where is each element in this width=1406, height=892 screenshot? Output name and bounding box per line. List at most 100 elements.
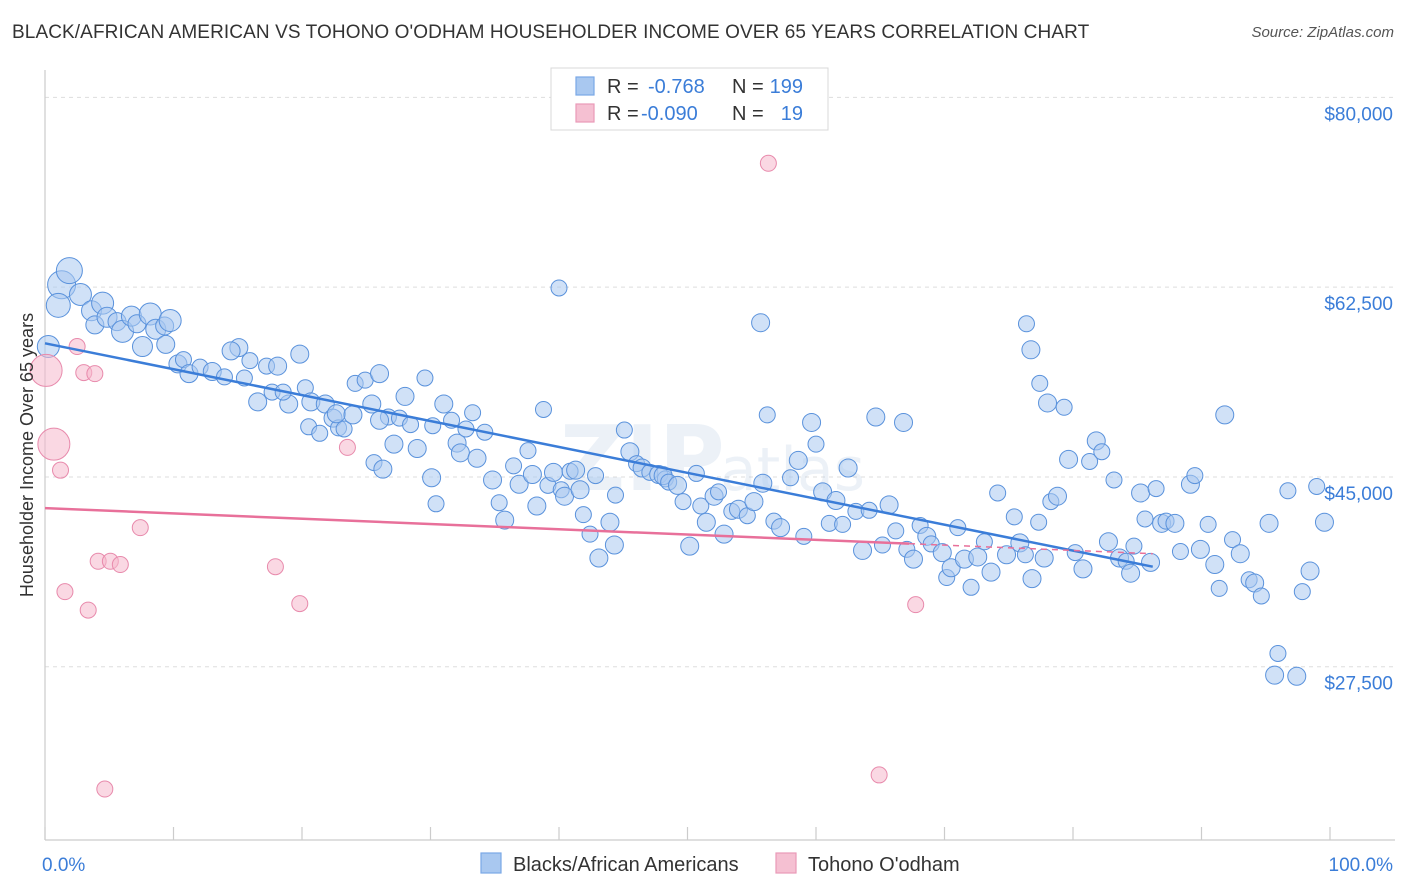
trend-line-tohono bbox=[44, 506, 910, 545]
point-blacks-59 bbox=[395, 386, 415, 406]
point-blacks-111 bbox=[714, 524, 734, 544]
chart-title: BLACK/AFRICAN AMERICAN VS TOHONO O'ODHAM… bbox=[12, 22, 1090, 43]
y-tick-label-3: $27,500 bbox=[1324, 674, 1393, 695]
point-blacks-137 bbox=[894, 412, 914, 432]
legend-r-label-2: R = bbox=[607, 103, 639, 125]
point-blacks-121 bbox=[788, 450, 808, 470]
point-blacks-205 bbox=[1287, 666, 1307, 686]
bottom-legend-swatch-blue bbox=[480, 852, 502, 874]
point-blacks-200 bbox=[1252, 587, 1270, 605]
point-blacks-107 bbox=[696, 512, 716, 532]
point-blacks-93 bbox=[604, 535, 624, 555]
y-tick-label-2: $45,000 bbox=[1324, 484, 1393, 505]
point-blacks-190 bbox=[1186, 467, 1204, 485]
point-blacks-44 bbox=[335, 420, 353, 438]
point-tohono-7 bbox=[86, 365, 104, 383]
point-tohono-16 bbox=[759, 154, 777, 172]
point-blacks-75 bbox=[509, 474, 529, 494]
point-blacks-72 bbox=[490, 494, 508, 512]
point-blacks-139 bbox=[903, 549, 923, 569]
point-blacks-4 bbox=[68, 282, 92, 306]
legend-n-value-2: 19 bbox=[781, 103, 803, 125]
point-blacks-176 bbox=[1136, 510, 1154, 528]
point-blacks-68 bbox=[464, 404, 482, 422]
point-blacks-184 bbox=[1147, 480, 1165, 498]
bottom-legend: Blacks/African Americans Tohono O'odham bbox=[480, 852, 960, 876]
point-blacks-55 bbox=[384, 434, 404, 454]
point-blacks-108 bbox=[692, 497, 710, 515]
point-tohono-2 bbox=[52, 461, 70, 479]
point-blacks-178 bbox=[1017, 315, 1035, 333]
point-blacks-87 bbox=[570, 480, 590, 500]
point-blacks-143 bbox=[932, 543, 952, 563]
point-blacks-17 bbox=[131, 336, 153, 358]
point-blacks-203 bbox=[1265, 665, 1285, 685]
point-blacks-91 bbox=[600, 512, 620, 532]
trend-line-tohono-extension bbox=[909, 542, 1153, 555]
point-blacks-29 bbox=[248, 392, 268, 412]
point-blacks-67 bbox=[450, 443, 470, 463]
point-blacks-16 bbox=[158, 309, 182, 333]
point-blacks-45 bbox=[343, 405, 363, 425]
point-tohono-11 bbox=[111, 556, 129, 574]
point-blacks-49 bbox=[370, 364, 390, 384]
trend-line-blacks bbox=[44, 342, 1154, 568]
point-blacks-110 bbox=[710, 483, 728, 501]
series-tohono-points bbox=[29, 154, 925, 798]
point-blacks-89 bbox=[589, 548, 609, 568]
point-blacks-79 bbox=[527, 496, 547, 516]
trend-lines bbox=[44, 342, 1154, 568]
point-blacks-158 bbox=[1030, 513, 1048, 531]
point-blacks-78 bbox=[534, 400, 552, 418]
point-tohono-17 bbox=[870, 766, 888, 784]
point-blacks-157 bbox=[1022, 569, 1042, 589]
point-blacks-194 bbox=[1210, 579, 1228, 597]
point-blacks-202 bbox=[1269, 644, 1287, 662]
point-blacks-165 bbox=[1073, 559, 1093, 579]
source-label: Source: ZipAtlas.com bbox=[1251, 24, 1394, 41]
point-blacks-169 bbox=[1098, 532, 1118, 552]
point-blacks-170 bbox=[1105, 471, 1123, 489]
legend-box: R = -0.768 N = 199 R = -0.090 N = 19 bbox=[550, 67, 829, 131]
point-blacks-208 bbox=[1308, 477, 1326, 495]
point-blacks-206 bbox=[1293, 583, 1311, 601]
point-blacks-104 bbox=[674, 493, 692, 511]
point-blacks-94 bbox=[615, 421, 633, 439]
point-blacks-53 bbox=[370, 410, 390, 430]
point-blacks-191 bbox=[1190, 539, 1210, 559]
point-tohono-18 bbox=[907, 596, 925, 614]
point-blacks-159 bbox=[1034, 548, 1054, 568]
bottom-legend-label-blue: Blacks/African Americans bbox=[513, 854, 739, 876]
point-blacks-51 bbox=[373, 459, 393, 479]
point-blacks-154 bbox=[1005, 508, 1023, 526]
point-blacks-197 bbox=[1230, 544, 1250, 564]
point-blacks-88 bbox=[581, 525, 599, 543]
point-tohono-15 bbox=[338, 438, 356, 456]
point-blacks-207 bbox=[1300, 561, 1320, 581]
point-blacks-105 bbox=[680, 536, 700, 556]
point-blacks-175 bbox=[1131, 483, 1151, 503]
point-blacks-153 bbox=[997, 545, 1017, 565]
point-blacks-201 bbox=[1259, 513, 1279, 533]
point-blacks-179 bbox=[1021, 340, 1041, 360]
point-blacks-73 bbox=[495, 510, 515, 530]
x-tick-label-1: 100.0% bbox=[1329, 855, 1394, 876]
point-blacks-149 bbox=[968, 547, 988, 567]
legend-r-label-1: R = bbox=[607, 76, 639, 98]
point-blacks-148 bbox=[962, 578, 980, 596]
point-blacks-195 bbox=[1215, 405, 1235, 425]
point-blacks-168 bbox=[1093, 443, 1111, 461]
point-blacks-103 bbox=[668, 475, 688, 495]
point-blacks-145 bbox=[941, 558, 961, 578]
point-tohono-13 bbox=[266, 558, 284, 576]
point-blacks-2 bbox=[55, 257, 83, 285]
point-blacks-92 bbox=[606, 486, 624, 504]
point-blacks-166 bbox=[1081, 453, 1099, 471]
point-blacks-152 bbox=[989, 484, 1007, 502]
point-blacks-174 bbox=[1125, 537, 1143, 555]
point-blacks-163 bbox=[1059, 449, 1079, 469]
point-blacks-35 bbox=[290, 344, 310, 364]
point-blacks-63 bbox=[434, 394, 454, 414]
point-blacks-131 bbox=[853, 540, 873, 560]
point-blacks-27 bbox=[221, 341, 241, 361]
